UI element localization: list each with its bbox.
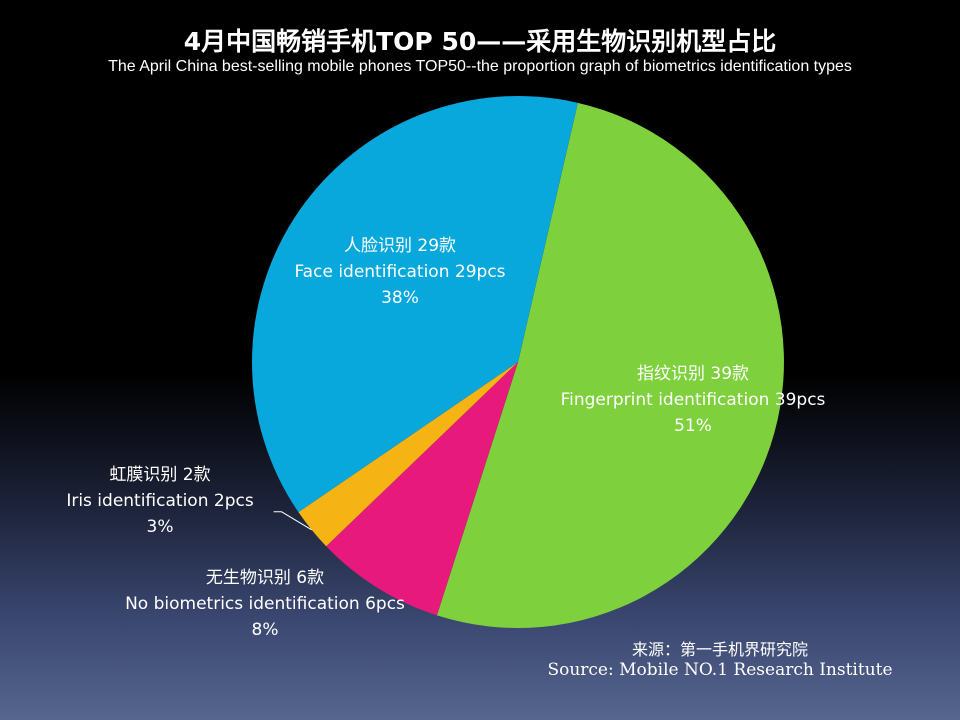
- slice-label-iris-cn: 虹膜识别 2款: [109, 465, 211, 485]
- slice-label-face-en: Face identification 29pcs: [294, 262, 506, 282]
- slice-label-face: 人脸识别 29款 Face identification 29pcs 38%: [290, 233, 510, 311]
- chart-title: 4月中国畅销手机TOP 50——采用生物识别机型占比: [183, 27, 777, 56]
- slice-label-iris-pct: 3%: [146, 517, 174, 537]
- source-note: 来源：第一手机界研究院 Source: Mobile NO.1 Research…: [540, 636, 900, 680]
- slice-label-none: 无生物识别 6款 No biometrics identification 6p…: [110, 565, 420, 643]
- slice-label-none-en: No biometrics identification 6pcs: [125, 594, 405, 614]
- chart-subtitle: The April China best-selling mobile phon…: [108, 58, 852, 75]
- slice-label-face-pct: 38%: [381, 288, 419, 308]
- slice-label-fingerprint-cn: 指纹识别 39款: [636, 364, 750, 384]
- slice-label-face-cn: 人脸识别 29款: [343, 236, 457, 256]
- pie-slice-iris: [298, 362, 518, 547]
- leader-line-iris: [273, 511, 312, 531]
- slice-label-none-pct: 8%: [251, 620, 279, 640]
- slice-label-none-cn: 无生物识别 6款: [205, 568, 325, 588]
- slice-label-fingerprint: 指纹识别 39款 Fingerprint identification 39pc…: [548, 361, 838, 439]
- pie-slice-face: [252, 96, 578, 513]
- pie-slice-none: [326, 362, 518, 616]
- pie-slice-fingerprint: [436, 102, 784, 628]
- slice-label-fingerprint-pct: 51%: [674, 416, 712, 436]
- slice-label-iris-en: Iris identification 2pcs: [66, 491, 254, 511]
- source-en: Source: Mobile NO.1 Research Institute: [547, 660, 893, 680]
- slice-label-iris: 虹膜识别 2款 Iris identification 2pcs 3%: [50, 462, 270, 540]
- source-cn: 来源：第一手机界研究院: [631, 640, 808, 659]
- slice-label-fingerprint-en: Fingerprint identification 39pcs: [560, 390, 826, 410]
